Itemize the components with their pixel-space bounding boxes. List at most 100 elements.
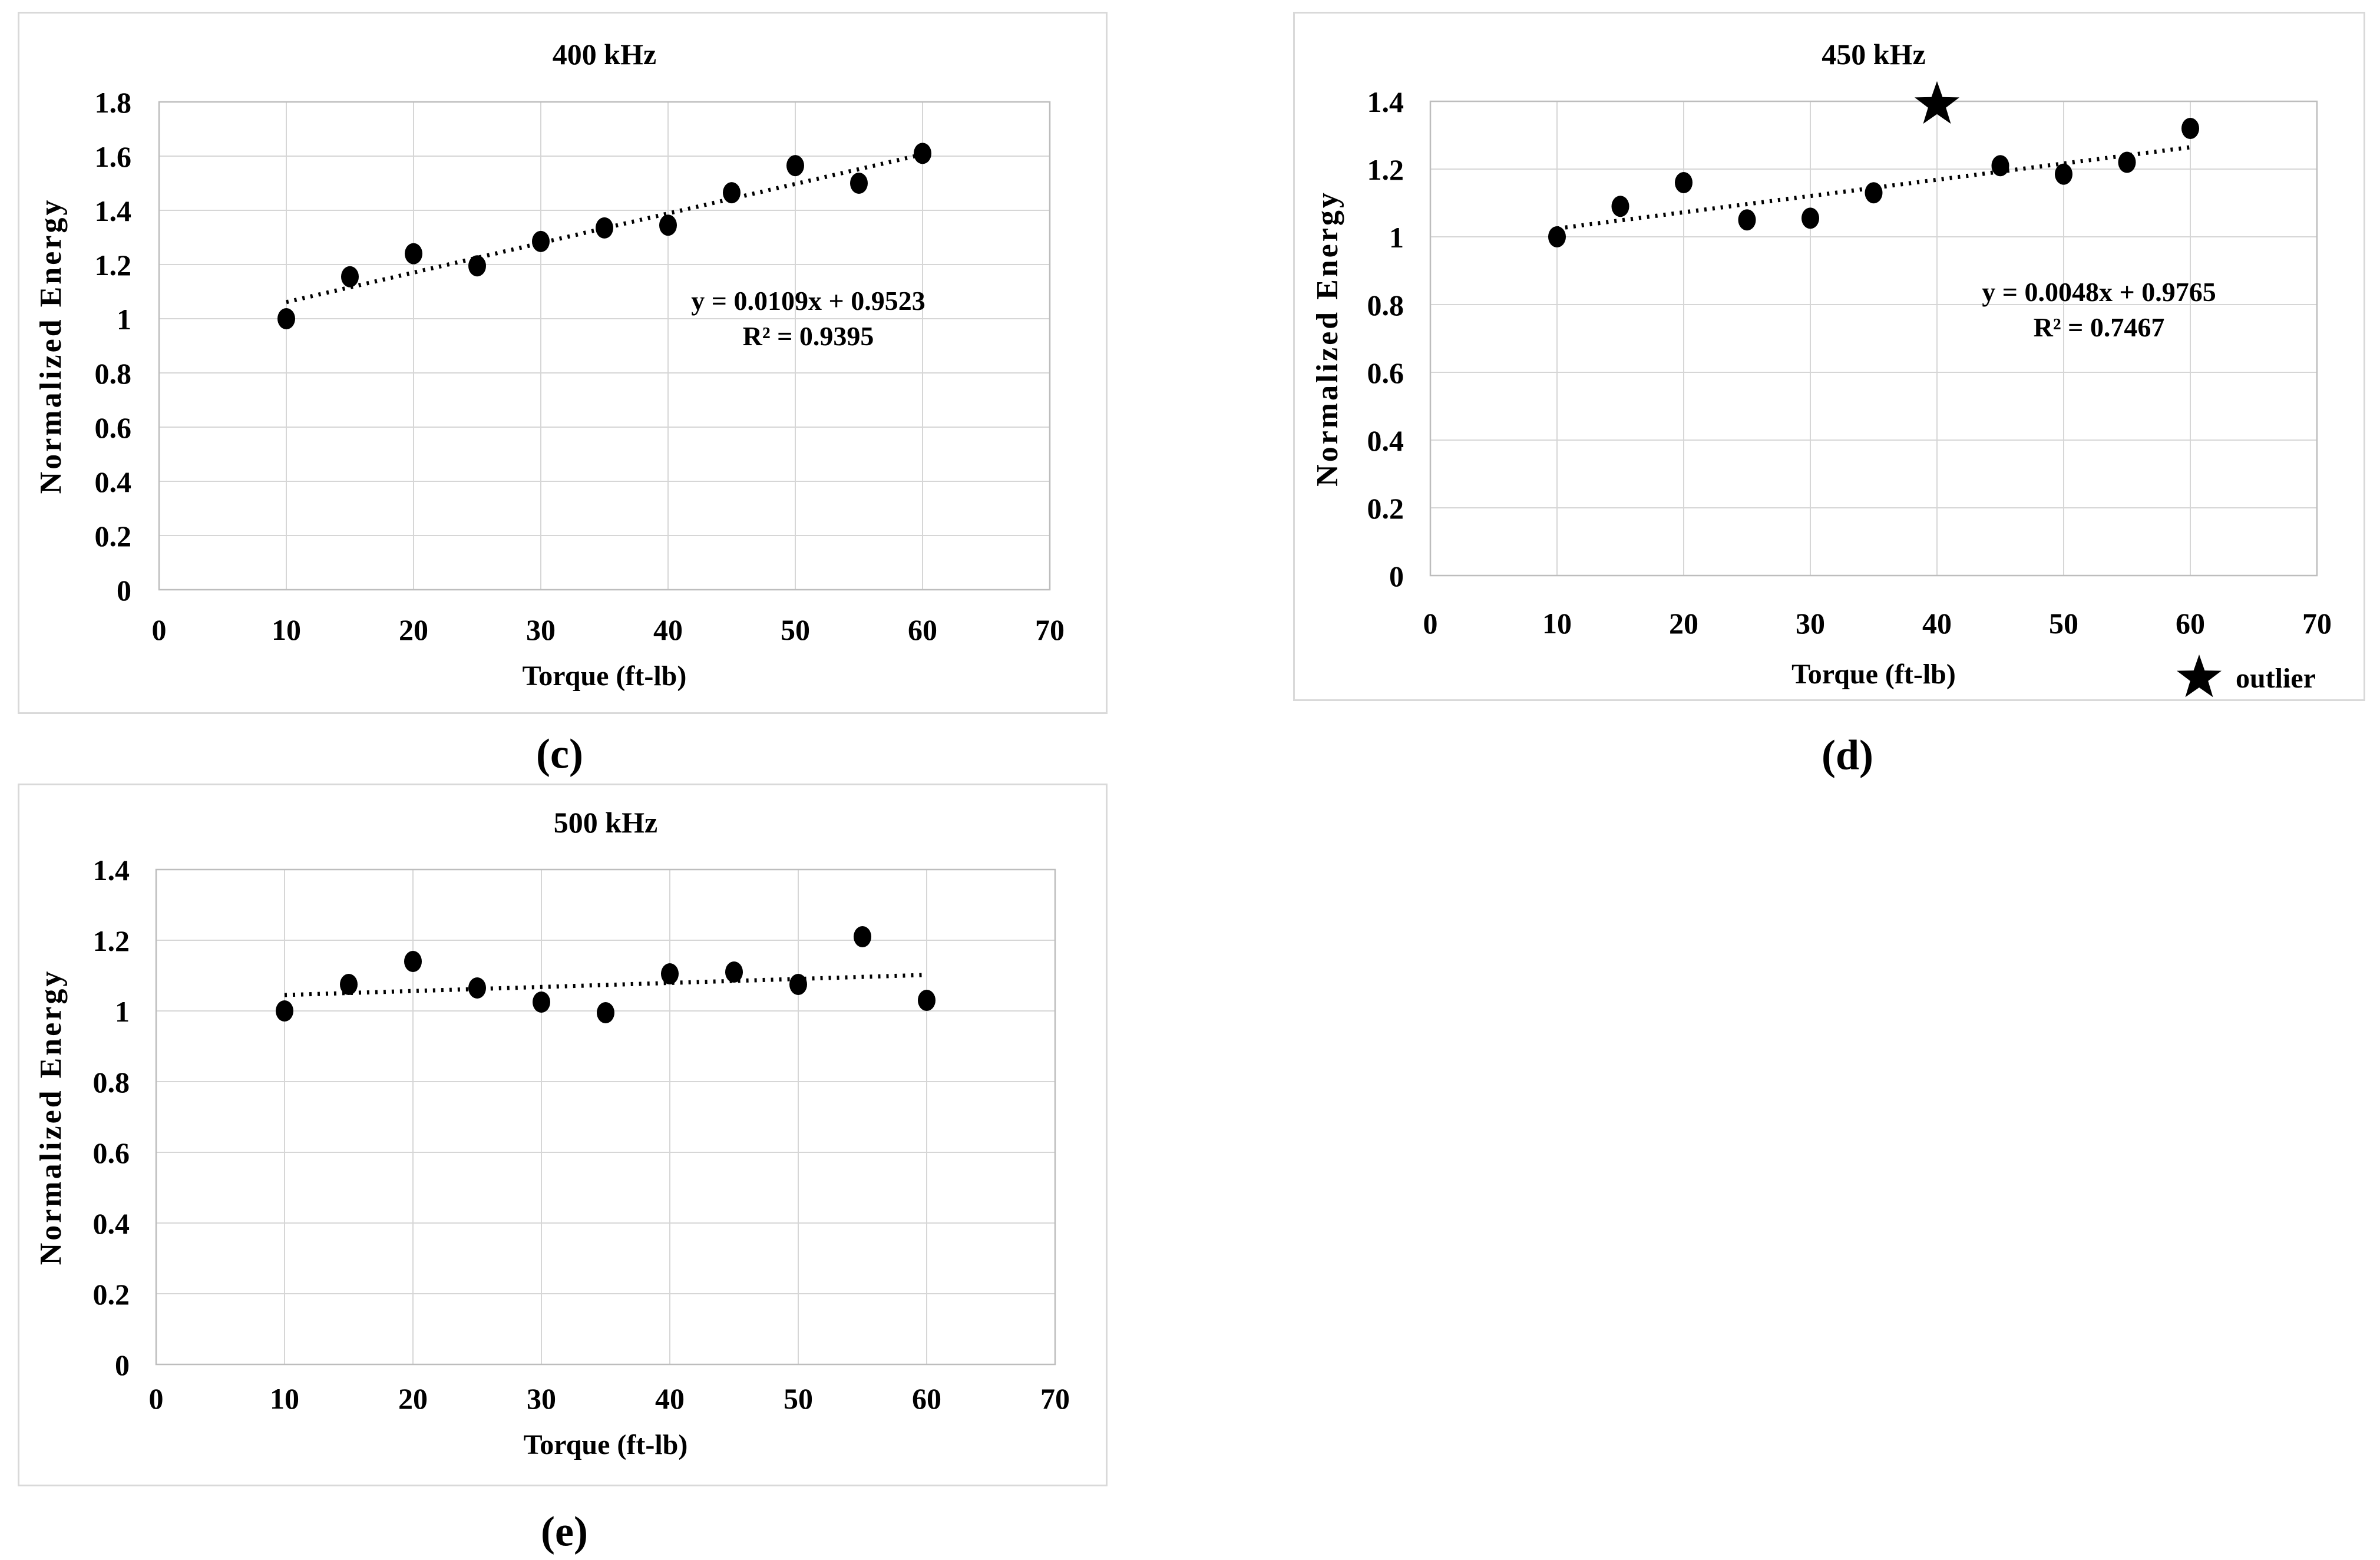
data-point xyxy=(341,266,359,287)
x-axis-tick-label: 70 xyxy=(1040,1382,1070,1415)
y-axis-tick-label: 0 xyxy=(117,574,131,607)
x-axis-tick-label: 20 xyxy=(398,1382,428,1415)
data-point xyxy=(596,217,613,239)
y-axis-tick-label: 0.2 xyxy=(95,520,132,553)
y-axis-tick-label: 0.2 xyxy=(1367,492,1404,525)
y-axis-tick-label: 1.4 xyxy=(1367,85,1404,118)
x-axis-tick-label: 30 xyxy=(526,613,556,646)
data-point xyxy=(277,308,295,329)
x-axis-tick-label: 70 xyxy=(2302,607,2332,640)
y-axis-tick-label: 0.6 xyxy=(1367,356,1404,389)
x-axis-tick-label: 20 xyxy=(1669,607,1698,640)
data-point xyxy=(533,991,550,1013)
plot-area-frame xyxy=(1429,100,2318,577)
y-axis-tick-label: 1 xyxy=(1389,221,1404,254)
y-axis-tick-label: 1 xyxy=(117,303,131,336)
y-axis-tick-label: 0.4 xyxy=(93,1207,130,1240)
y-axis-tick-label: 0 xyxy=(115,1349,130,1381)
plot-area-frame xyxy=(158,101,1051,591)
trendline-equation-label: y = 0.0109x + 0.9523 xyxy=(691,286,925,316)
y-axis-tick-label: 0.4 xyxy=(95,465,132,498)
data-point xyxy=(468,255,486,277)
x-axis-tick-label: 10 xyxy=(270,1382,299,1415)
x-axis-tick-label: 70 xyxy=(1035,613,1065,646)
data-point xyxy=(340,974,358,995)
data-point xyxy=(1675,172,1693,193)
data-point xyxy=(404,951,422,972)
chart-title: 500 kHz xyxy=(554,806,657,839)
x-axis-tick-label: 40 xyxy=(1922,607,1952,640)
y-axis-tick-label: 0.8 xyxy=(1367,289,1404,322)
data-point xyxy=(468,977,486,999)
x-axis-tick-label: 30 xyxy=(527,1382,556,1415)
trendline-equation-label: y = 0.0048x + 0.9765 xyxy=(1982,277,2216,307)
data-point xyxy=(789,974,807,995)
x-axis-tick-label: 40 xyxy=(655,1382,685,1415)
x-axis-tick-label: 0 xyxy=(152,613,167,646)
y-axis-tick-label: 1.2 xyxy=(93,924,130,957)
plot-area-frame xyxy=(155,868,1056,1366)
y-axis-title: Normalized Energy xyxy=(34,198,68,494)
caption-c: (c) xyxy=(536,730,583,778)
data-point xyxy=(2055,163,2072,185)
x-axis-tick-label: 50 xyxy=(2049,607,2078,640)
data-point xyxy=(405,243,422,265)
y-axis-tick-label: 0.8 xyxy=(93,1066,130,1099)
y-axis-title: Normalized Energy xyxy=(34,969,68,1265)
chart-400khz-panel: 400 kHz 1.8 1.6 1.4 1.2 1 0.8 0.6 0.4 0.2 0 0 10 20 30… xyxy=(18,12,1108,714)
x-axis-tick-label: 60 xyxy=(912,1382,941,1415)
caption-d: (d) xyxy=(1822,731,1873,779)
data-point xyxy=(786,155,804,177)
y-axis-tick-label: 0.6 xyxy=(95,411,132,444)
data-point xyxy=(659,214,677,236)
data-point xyxy=(597,1002,614,1023)
y-axis-tick-label: 1.4 xyxy=(95,194,132,227)
x-axis-tick-label: 0 xyxy=(149,1382,164,1415)
chart-500khz-canvas: 500 kHz 1.4 1.2 1 0.8 0.6 0.4 0.2 00 10 20 30 40 50 60… xyxy=(34,806,1070,1460)
y-axis-tick-label: 0.2 xyxy=(93,1278,130,1311)
x-axis-title: Torque (ft-lb) xyxy=(1791,659,1956,690)
y-axis-tick-label: 1.2 xyxy=(1367,153,1404,186)
legend-label: outlier xyxy=(2236,663,2316,694)
x-axis-tick-label: 30 xyxy=(1796,607,1825,640)
x-axis-title: Torque (ft-lb) xyxy=(524,1429,688,1460)
r-squared-label: R² = 0.9395 xyxy=(743,321,874,351)
y-axis-tick-label: 1.4 xyxy=(93,854,130,887)
y-axis-tick-label: 1.8 xyxy=(95,86,132,119)
y-axis-tick-label: 0.6 xyxy=(93,1136,130,1169)
x-axis-tick-label: 0 xyxy=(1423,607,1438,640)
y-axis-tick-label: 1.2 xyxy=(95,249,132,282)
data-point xyxy=(276,1000,293,1022)
data-point xyxy=(850,173,868,194)
data-point xyxy=(532,230,550,252)
y-axis-title: Normalized Energy xyxy=(1311,190,1344,487)
data-point xyxy=(918,990,936,1011)
data-point xyxy=(1611,196,1629,217)
data-point xyxy=(854,926,871,947)
chart-450khz-canvas: 450 kHz 1.4 1.2 1 0.8 0.6 0.4 0.2 00 10 20 30 40 50 60… xyxy=(1311,38,2332,698)
chart-400khz-canvas: 400 kHz 1.8 1.6 1.4 1.2 1 0.8 0.6 0.4 0.2 00 10 20 30… xyxy=(34,38,1065,692)
x-axis-tick-label: 50 xyxy=(784,1382,813,1415)
y-axis-tick-label: 0.4 xyxy=(1367,424,1404,457)
chart-title: 400 kHz xyxy=(553,38,656,71)
x-axis-tick-label: 10 xyxy=(272,613,301,646)
data-point xyxy=(1865,182,1883,204)
y-axis-tick-label: 0 xyxy=(1389,560,1404,593)
x-axis-tick-label: 20 xyxy=(399,613,428,646)
outlier-star-icon xyxy=(1915,81,1959,124)
data-point xyxy=(2181,118,2199,139)
x-axis-tick-label: 60 xyxy=(908,613,937,646)
chart-450khz-panel: 450 kHz 1.4 1.2 1 0.8 0.6 0.4 0.2 0 0 10 20 30 40 50 60… xyxy=(1293,12,2365,701)
data-point xyxy=(1801,207,1819,229)
data-point xyxy=(1991,155,2009,177)
y-axis-tick-label: 1 xyxy=(115,995,130,1028)
x-axis-tick-label: 50 xyxy=(781,613,810,646)
data-point xyxy=(1738,209,1756,231)
trendline xyxy=(284,973,927,997)
chart-title: 450 kHz xyxy=(1822,38,1925,71)
legend-star-icon xyxy=(2177,655,2222,698)
data-point xyxy=(914,143,931,164)
data-point xyxy=(723,182,741,204)
x-axis-title: Torque (ft-lb) xyxy=(523,660,687,692)
data-point xyxy=(1548,226,1566,247)
